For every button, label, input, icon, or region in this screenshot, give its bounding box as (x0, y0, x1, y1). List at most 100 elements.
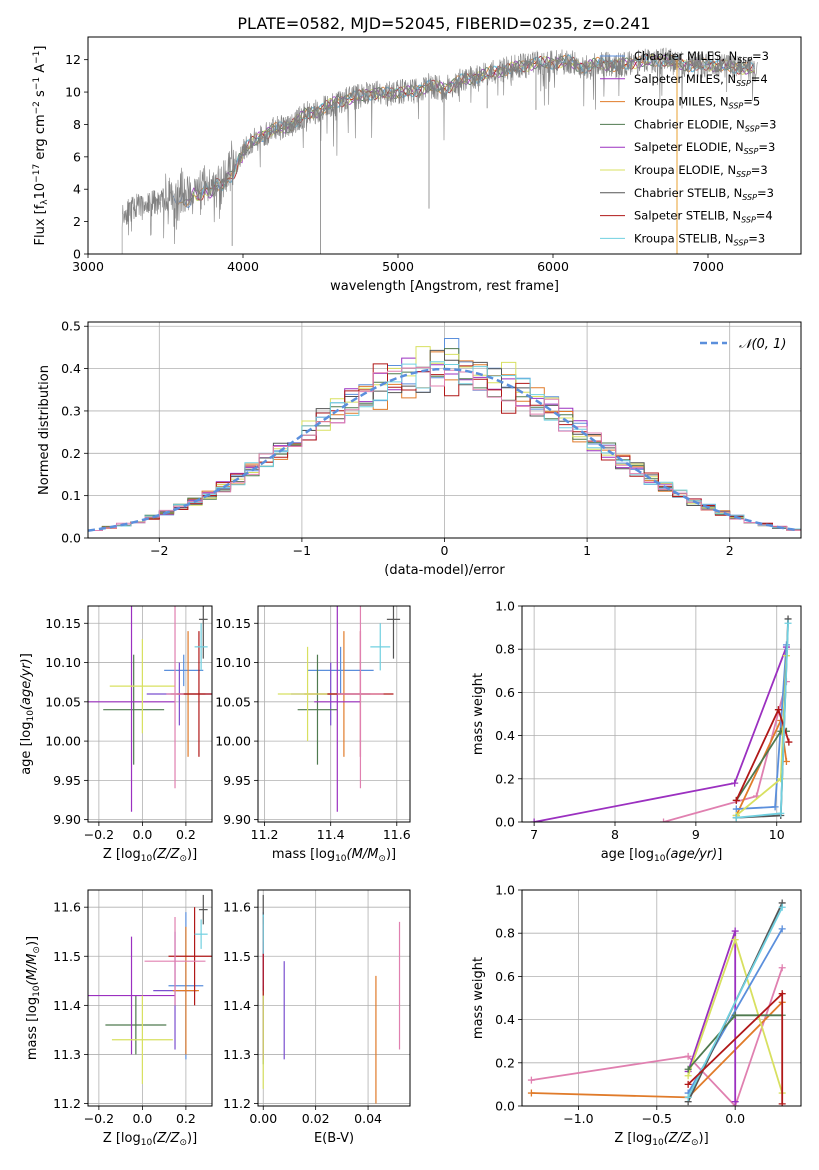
x-tick-label: 11.2 (251, 827, 279, 842)
y-tick-label: 11.6 (223, 900, 251, 915)
gaussian-curve (88, 367, 799, 532)
y-tick-label: 0.6 (495, 685, 515, 700)
y-tick-label: 0.4 (495, 1012, 515, 1027)
panel-spectrum: 3000 4000 5000 6000 7000 0 2 4 6 8 10 12 wavelength … (32, 36, 802, 294)
y-tick-label: 11.3 (223, 1047, 251, 1062)
weight-marker (771, 803, 779, 811)
y-tick-label: 11.2 (223, 1096, 251, 1111)
x-axis-label: Z [log10(Z/Z⊙)] (614, 1131, 708, 1148)
legend-entry: Kroupa ELODIE, NSSP=3 (634, 163, 768, 179)
weight-marker (684, 1072, 692, 1080)
y-tick-label: 0.5 (61, 319, 81, 334)
y-tick-label: 0.8 (495, 642, 515, 657)
y-tick-label: 10.15 (215, 616, 251, 631)
legend-entry: Salpeter STELIB, NSSP=4 (634, 209, 773, 225)
y-tick-label: 0.4 (495, 728, 515, 743)
weight-marker (732, 796, 740, 804)
legend-entry: Chabrier MILES, NSSP=3 (634, 49, 769, 65)
y-tick-label: 11.4 (53, 998, 81, 1013)
plot-area (88, 338, 801, 532)
y-tick-label: 10 (65, 85, 81, 100)
weight-marker (660, 818, 668, 822)
x-tick-label: 8 (611, 827, 619, 842)
x-tick-label: 1 (583, 543, 591, 558)
weight-marker (732, 814, 740, 822)
y-tick-label: 0.0 (495, 815, 515, 830)
x-tick-label: 5000 (382, 259, 414, 274)
residual-histogram (88, 366, 801, 531)
weight-marker (731, 936, 739, 944)
x-tick-label: 9 (692, 827, 700, 842)
weight-marker (731, 779, 739, 787)
y-axis-label: Normed distribution (37, 365, 52, 495)
weight-marker (778, 964, 786, 972)
panel-age-vs-Z: −0.2 0.0 0.2 9.90 9.95 10.00 10.05 10.10 10.15 Z … (19, 605, 213, 864)
x-tick-label: −0.5 (642, 1111, 672, 1126)
legend: Chabrier MILES, NSSP=3 Salpeter MILES, NS… (600, 49, 776, 247)
weight-marker (732, 805, 740, 813)
x-axis-label: E(B-V) (314, 1131, 354, 1146)
x-tick-label: 0.2 (176, 827, 196, 842)
figure-title: PLATE=0582, MJD=52045, FIBERID=0235, z=0… (237, 14, 650, 33)
y-tick-label: 4 (73, 182, 81, 197)
plot-area (121, 47, 758, 254)
y-tick-label: 1.0 (495, 599, 515, 614)
axes-frame (521, 889, 802, 1107)
y-tick-label: 11.5 (53, 949, 81, 964)
y-tick-label: 11.5 (223, 949, 251, 964)
y-tick-label: 10.15 (45, 616, 81, 631)
y-tick-label: 11.6 (53, 900, 81, 915)
y-tick-label: 10.00 (215, 734, 251, 749)
y-tick-label: 10.05 (45, 694, 81, 709)
axes-frame (87, 605, 213, 823)
x-tick-label: 0.0 (725, 1111, 745, 1126)
y-tick-label: 9.90 (223, 812, 251, 827)
x-tick-label: 0 (441, 543, 449, 558)
legend-entry: 𝒩(0, 1) (739, 337, 786, 352)
panel-mass-vs-ebv: 0.00 0.02 0.04 11.2 11.3 11.4 11.5 11.6 E(B-V) (223, 889, 411, 1146)
weight-marker (731, 927, 739, 935)
x-axis-label: wavelength [Angstrom, rest frame] (330, 279, 559, 294)
x-tick-label: 11.4 (317, 827, 345, 842)
y-tick-label: 0.2 (495, 771, 515, 786)
y-tick-label: 0.2 (61, 446, 81, 461)
legend-entry: Kroupa MILES, NSSP=5 (634, 95, 760, 111)
legend-entry: Kroupa STELIB, NSSP=3 (634, 231, 765, 247)
x-tick-label: −1 (293, 543, 311, 558)
y-axis-label: age [log10(age/yr)] (19, 653, 36, 775)
weight-marker (777, 775, 785, 783)
axes-frame (257, 889, 411, 1107)
weight-marker (527, 1076, 535, 1084)
axes-frame (257, 605, 411, 823)
y-tick-label: 8 (73, 117, 81, 132)
plot-area (88, 606, 212, 812)
y-tick-label: 1.0 (495, 883, 515, 898)
y-tick-label: 0.4 (61, 361, 81, 376)
y-tick-label: 11.2 (53, 1096, 81, 1111)
y-tick-label: 11.4 (223, 998, 251, 1013)
weight-marker (684, 1052, 692, 1060)
weight-line (687, 906, 784, 1098)
data-spectrum (121, 47, 758, 254)
weight-line (531, 967, 784, 1106)
plot-area (530, 615, 793, 822)
y-tick-label: 10.10 (215, 655, 251, 670)
y-tick-label: 9.95 (223, 773, 251, 788)
axes-frame (521, 605, 802, 823)
x-tick-label: −0.2 (84, 1111, 114, 1126)
y-tick-label: 0.0 (61, 531, 81, 546)
x-tick-label: 0.04 (354, 1111, 382, 1126)
y-tick-label: 11.3 (53, 1047, 81, 1062)
panel-residuals: −2 −1 0 1 2 0.0 0.1 0.2 0.3 0.4 0.5 (data-model)/er… (37, 319, 802, 578)
x-tick-label: 0.0 (132, 827, 152, 842)
axes-frame (87, 36, 802, 255)
weight-marker (530, 818, 538, 822)
y-tick-label: 0.3 (61, 403, 81, 418)
weight-marker (731, 1011, 739, 1019)
panel-mass-vs-Z: −0.2 0.0 0.2 11.2 11.3 11.4 11.5 11.6 Z [log10(Z… (25, 889, 213, 1148)
panel-age-vs-mass: 11.2 11.4 11.6 9.90 9.95 10.00 10.05 10.10 10.15… (215, 605, 411, 864)
weight-marker (782, 758, 790, 766)
y-tick-label: 10.05 (215, 694, 251, 709)
y-tick-label: 12 (65, 52, 81, 67)
y-tick-label: 0.0 (495, 1099, 515, 1114)
